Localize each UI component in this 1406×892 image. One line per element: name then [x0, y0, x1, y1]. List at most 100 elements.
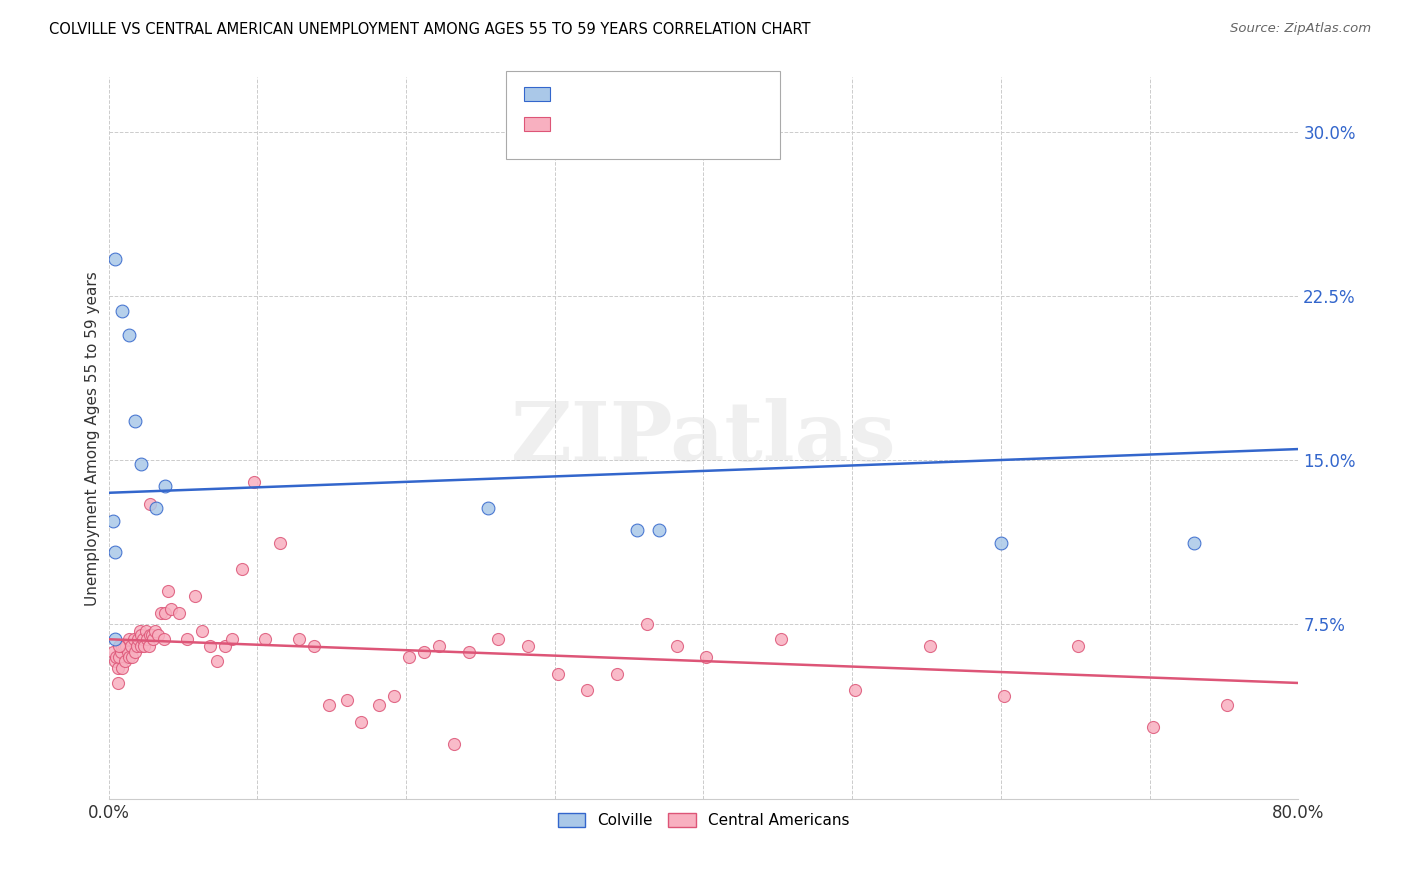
Point [134, 639, 156, 653]
Point [105, 649, 128, 664]
Point [149, 606, 172, 620]
Point [107, 661, 129, 675]
Legend: Colville, Central Americans: Colville, Central Americans [551, 807, 855, 835]
Point [111, 639, 134, 653]
Point [302, 639, 325, 653]
Point [214, 639, 236, 653]
Point [114, 654, 136, 668]
Point [108, 649, 131, 664]
Text: COLVILLE VS CENTRAL AMERICAN UNEMPLOYMENT AMONG AGES 55 TO 59 YEARS CORRELATION : COLVILLE VS CENTRAL AMERICAN UNEMPLOYMEN… [49, 22, 811, 37]
Text: 0.126: 0.126 [595, 85, 647, 103]
Point [110, 645, 132, 659]
Point [318, 698, 340, 712]
Point [111, 661, 134, 675]
Point [146, 628, 169, 642]
Point [665, 639, 688, 653]
Point [101, 645, 124, 659]
Point [1142, 720, 1164, 734]
Point [427, 639, 450, 653]
Point [648, 523, 671, 537]
Point [221, 632, 243, 647]
Text: N =: N = [654, 87, 688, 101]
Point [198, 639, 221, 653]
Point [517, 639, 540, 653]
Point [117, 645, 139, 659]
Point [118, 328, 141, 343]
Point [993, 689, 1015, 703]
Point [142, 632, 165, 647]
Point [103, 252, 125, 266]
Point [138, 639, 160, 653]
Point [336, 693, 359, 707]
Point [101, 514, 124, 528]
Point [153, 606, 176, 620]
Point [636, 616, 658, 631]
Point [122, 632, 145, 647]
Point [368, 698, 391, 712]
Point [153, 479, 176, 493]
Point [191, 624, 214, 638]
Point [486, 632, 509, 647]
Point [184, 589, 207, 603]
Point [143, 624, 166, 638]
Point [160, 601, 183, 615]
Point [231, 562, 253, 576]
Point [124, 645, 146, 659]
Point [131, 639, 153, 653]
Point [413, 645, 436, 659]
Y-axis label: Unemployment Among Ages 55 to 59 years: Unemployment Among Ages 55 to 59 years [86, 271, 100, 606]
Point [152, 632, 174, 647]
Point [844, 682, 866, 697]
Point [576, 682, 599, 697]
Point [139, 628, 162, 642]
Point [103, 545, 125, 559]
Point [1182, 536, 1205, 550]
Point [139, 497, 162, 511]
Point [120, 639, 142, 653]
Point [136, 632, 159, 647]
Point [205, 654, 228, 668]
Point [132, 632, 155, 647]
Text: R =: R = [558, 87, 592, 101]
Point [626, 523, 648, 537]
Point [107, 676, 129, 690]
Text: 15: 15 [690, 85, 713, 103]
Point [176, 632, 198, 647]
Point [382, 689, 405, 703]
Point [1216, 698, 1239, 712]
Point [125, 639, 148, 653]
Text: ZIPatlas: ZIPatlas [510, 398, 896, 478]
Point [127, 632, 149, 647]
Text: R =: R = [558, 117, 592, 131]
Point [128, 624, 150, 638]
Point [103, 654, 125, 668]
Point [990, 536, 1012, 550]
Point [288, 632, 311, 647]
Point [112, 639, 135, 653]
Text: Source: ZipAtlas.com: Source: ZipAtlas.com [1230, 22, 1371, 36]
Point [269, 536, 291, 550]
Point [918, 639, 941, 653]
Text: 80: 80 [690, 115, 713, 133]
Point [398, 649, 420, 664]
Point [167, 606, 190, 620]
Point [131, 458, 153, 472]
Point [145, 501, 167, 516]
Text: N =: N = [654, 117, 688, 131]
Point [253, 632, 276, 647]
Point [1067, 639, 1090, 653]
Point [124, 414, 146, 428]
Point [477, 501, 499, 516]
Point [695, 649, 717, 664]
Point [135, 624, 157, 638]
Point [606, 667, 628, 681]
Point [103, 632, 125, 647]
Point [108, 639, 131, 653]
Point [115, 639, 138, 653]
Point [157, 584, 180, 599]
Point [443, 737, 465, 751]
Point [547, 667, 569, 681]
Point [769, 632, 792, 647]
Point [111, 304, 134, 318]
Point [457, 645, 479, 659]
